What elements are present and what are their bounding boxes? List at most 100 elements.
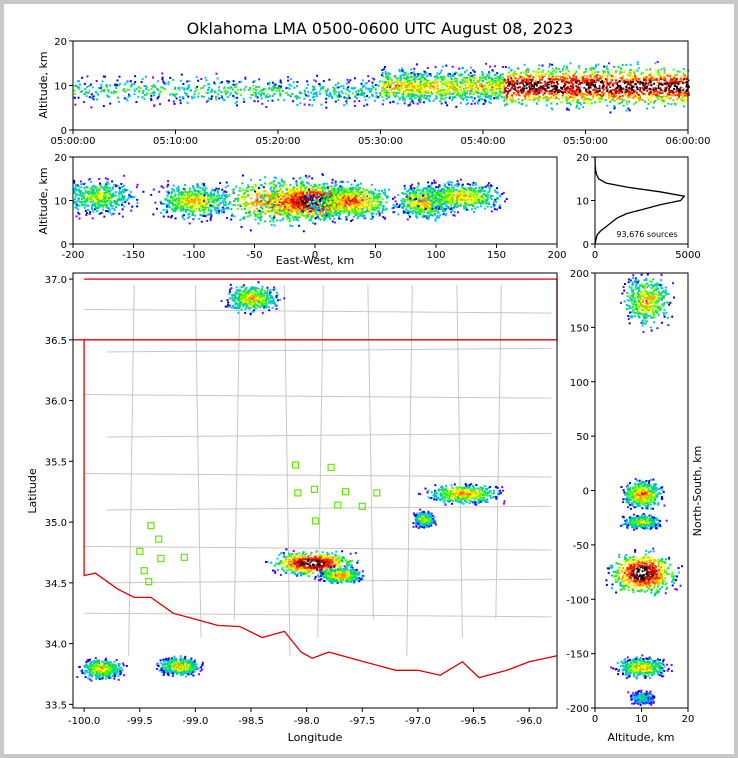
lma-station-marker <box>140 567 148 575</box>
plan-view-frame <box>72 272 558 709</box>
time-cluster-0 <box>73 72 382 109</box>
plan-view-xtick-label: -98.5 <box>238 716 264 727</box>
county-line <box>406 285 413 656</box>
histogram-background <box>595 157 688 244</box>
lma-station-marker <box>294 489 302 497</box>
plan-view-xtick-label: -97.5 <box>349 716 375 727</box>
altitude-ew-xtick-label: 150 <box>487 250 506 261</box>
plan-view-y-ticks: 37.0 36.5 36.0 35.5 35.0 34.5 34.0 33.5 <box>45 275 73 711</box>
ns-altitude-ytick-label: 200 <box>570 269 589 280</box>
plan-view-ytick-label: 33.5 <box>45 700 67 711</box>
county-line <box>456 285 463 638</box>
ns-altitude-ytick-label: -100 <box>566 595 589 606</box>
plan-view-ytick-label: 35.5 <box>45 457 67 468</box>
lma-station-marker <box>358 502 366 510</box>
county-line <box>367 285 374 620</box>
county-line <box>84 545 552 551</box>
source-cluster-0 <box>76 657 128 682</box>
ns-altitude-ytick-label: 100 <box>570 378 589 389</box>
altitude-ew-xtick-label: 100 <box>426 250 445 261</box>
altitude-ew-xtick-label: -150 <box>122 250 145 261</box>
ns-altitude-ytick-label: 150 <box>570 323 589 334</box>
altitude-ew-ytick-label: 20 <box>54 153 67 164</box>
plan-view-ytick-label: 36.0 <box>45 397 67 408</box>
plan-view-xtick-label: -99.0 <box>182 716 208 727</box>
altitude-histogram-panel: 0 5000 0 10 20 93,676 sources <box>576 153 700 261</box>
plan-view-xtick-label: -96.0 <box>516 716 542 727</box>
county-line <box>106 505 552 511</box>
altitude-time-xtick-label: 05:10:00 <box>153 136 198 147</box>
altitude-ew-y-ticks: 0 10 20 <box>54 153 73 251</box>
altitude-ew-xtick-label: -100 <box>183 250 206 261</box>
plan-view-ytick-label: 35.0 <box>45 518 67 529</box>
figure-title: Oklahoma LMA 0500-0600 UTC August 08, 20… <box>187 19 574 38</box>
plan-view-ytick-label: 34.0 <box>45 640 67 651</box>
ns-altitude-xtick-label: 10 <box>635 714 648 725</box>
county-line <box>84 612 552 618</box>
histogram-y-ticks: 0 10 20 <box>576 153 595 251</box>
lma-station-marker <box>342 488 350 496</box>
histogram-xtick-label: 0 <box>592 250 598 261</box>
altitude-time-xtick-label: 05:20:00 <box>256 136 301 147</box>
altitude-ew-xtick-label: 0 <box>312 250 318 261</box>
altitude-time-density <box>73 60 690 114</box>
county-line <box>283 285 291 656</box>
altitude-time-ylabel: Altitude, km <box>37 51 50 118</box>
altitude-ew-xlabel: East-West, km <box>276 254 354 267</box>
lma-station-marker <box>312 517 320 525</box>
altitude-time-xtick-label: 05:40:00 <box>461 136 506 147</box>
altitude-time-x-ticks: 05:00:00 05:10:00 05:20:00 05:30:00 05:40:00… <box>51 130 710 147</box>
county-line <box>84 472 552 478</box>
plan-view-xtick-label: -98.0 <box>294 716 320 727</box>
lma-station-marker <box>145 577 153 586</box>
ns-altitude-ytick-label: -150 <box>566 650 589 661</box>
county-line <box>495 285 502 620</box>
altitude-time-xtick-label: 05:00:00 <box>51 136 96 147</box>
lma-station-marker <box>180 553 188 561</box>
county-line <box>317 285 324 638</box>
altitude-time-panel: 05:00:00 05:10:00 05:20:00 05:30:00 05:40:00… <box>37 37 710 147</box>
histogram-x-ticks: 0 5000 <box>592 244 701 261</box>
altitude-time-ytick-label: 10 <box>54 82 67 93</box>
altitude-time-y-ticks: 0 10 20 <box>54 37 73 137</box>
ns-altitude-ylabel: North-South, km <box>691 446 704 537</box>
county-line <box>106 347 552 353</box>
ns-altitude-xtick-label: 20 <box>682 714 695 725</box>
lma-figure: Oklahoma LMA 0500-0600 UTC August 08, 20… <box>26 19 710 744</box>
county-line <box>233 285 241 620</box>
altitude-ew-density <box>73 173 508 233</box>
source-cluster-5 <box>418 483 506 506</box>
altitude-time-background <box>73 41 688 130</box>
lma-station-marker <box>373 489 381 497</box>
source-cluster-1 <box>620 478 666 510</box>
altitude-time-ytick-label: 0 <box>61 126 67 137</box>
source-cluster-6 <box>412 508 437 530</box>
county-line <box>194 285 202 638</box>
lma-station-marker <box>136 547 144 555</box>
county-line <box>84 394 552 399</box>
plan-view-panel: -100.0 -99.5 -99.0 -98.5 -98.0 -97.5 -97.0 -96.… <box>26 272 558 744</box>
source-cluster-6 <box>405 178 508 214</box>
ns-altitude-ytick-label: 50 <box>576 432 589 443</box>
lma-station-markers <box>136 461 381 586</box>
histogram-source-count: 93,676 sources <box>616 230 677 239</box>
source-cluster-4 <box>610 654 673 680</box>
plan-view-xtick-label: -96.5 <box>461 716 487 727</box>
lma-station-marker <box>147 522 155 530</box>
histogram-source-count-line <box>594 156 686 245</box>
altitude-ew-xtick-label: -200 <box>62 250 85 261</box>
histogram-ytick-label: 20 <box>576 153 589 164</box>
source-cluster-3 <box>605 547 683 597</box>
source-cluster-5 <box>392 179 459 222</box>
ns-altitude-density <box>605 273 683 707</box>
altitude-ew-ylabel: Altitude, km <box>37 167 50 234</box>
source-cluster-5 <box>627 689 656 707</box>
ns-altitude-y-ticks: 200 150 100 50 0 -50 -100 -150 -200 <box>566 269 595 715</box>
altitude-time-ytick-label: 20 <box>54 37 67 48</box>
lma-station-marker <box>327 463 335 471</box>
plan-view-x-ticks: -100.0 -99.5 -99.0 -98.5 -98.0 -97.5 -97.0 -96.… <box>68 708 542 727</box>
altitude-ew-xtick-label: 200 <box>547 250 566 261</box>
lma-station-marker <box>334 501 342 509</box>
source-cluster-1 <box>150 180 242 225</box>
plan-view-xtick-label: -99.5 <box>127 716 153 727</box>
